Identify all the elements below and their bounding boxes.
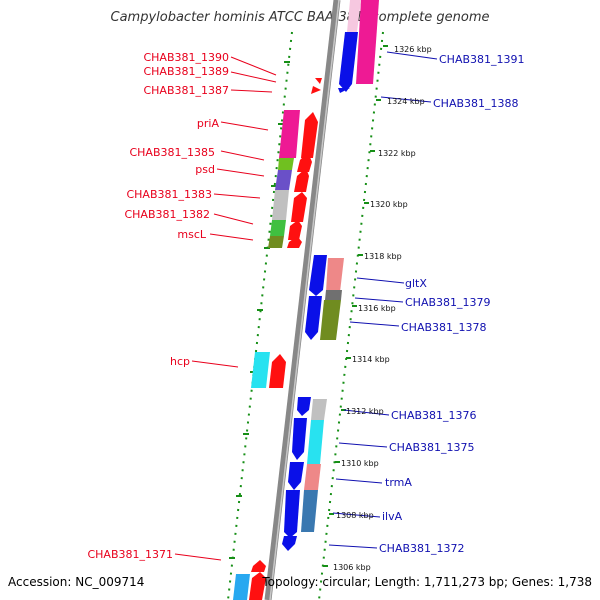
gene-arrow: [297, 397, 311, 416]
gene-arrow: [301, 112, 318, 158]
gene-label-chab381-1379: CHAB381_1379: [405, 296, 491, 309]
gene-arrow: [338, 88, 350, 93]
gene-label-chab381-1371: CHAB381_1371: [87, 548, 173, 561]
gene-arrow: [297, 152, 312, 172]
gene-arrow: [284, 490, 300, 538]
right-gene-labels: CHAB381_1391 CHAB381_1388 gltX CHAB381_1379…: [379, 53, 525, 555]
gene-label-chab381-1378: CHAB381_1378: [401, 321, 487, 334]
right-leader-lines: [328, 51, 438, 549]
gene-label-chab381-1375: CHAB381_1375: [389, 441, 475, 454]
gene-arrow: [269, 354, 286, 388]
gene-label-chab381-1391: CHAB381_1391: [439, 53, 525, 66]
gene-arrow: [309, 255, 327, 296]
gene-label-psd: psd: [195, 163, 215, 176]
topology-text: Topology: circular; Length: 1,711,273 bp…: [262, 575, 592, 589]
reverse-cog-bands: [301, 0, 379, 532]
gene-arrow: [315, 78, 322, 84]
map-title: Campylobacter hominis ATCC BAA-381, comp…: [110, 10, 490, 25]
gene-label-pria: priA: [197, 117, 220, 130]
gene-label-trma: trmA: [385, 476, 412, 489]
genome-backbone: [264, 0, 341, 600]
gene-arrow: [251, 560, 266, 572]
accession-text: Accession: NC_009714: [8, 575, 145, 589]
gene-arrow: [288, 462, 304, 490]
scale-label-kbp-1: 1324 kbp: [387, 97, 425, 106]
forward-cog-bands: [233, 110, 300, 600]
scale-label-kbp-3: 1320 kbp: [370, 200, 408, 209]
gene-label-chab381-1382: CHAB381_1382: [124, 208, 210, 221]
scale-label-kbp-4: 1318 kbp: [364, 252, 402, 261]
kbp-scale-labels: 1326 kbp 1324 kbp 1322 kbp 1320 kbp 1318 kbp…: [333, 45, 432, 572]
scale-label-kbp-6: 1314 kbp: [352, 355, 390, 364]
scale-label-kbp-0: 1326 kbp: [394, 45, 432, 54]
gene-arrow: [287, 236, 302, 248]
forward-genes: [249, 78, 322, 600]
gene-arrow: [294, 168, 309, 192]
gene-label-chab381-1385: CHAB381_1385: [129, 146, 215, 159]
gene-arrow: [305, 296, 322, 340]
scale-label-kbp-5: 1316 kbp: [358, 304, 396, 313]
gene-label-hcp: hcp: [170, 355, 190, 368]
gene-label-chab381-1387: CHAB381_1387: [143, 84, 229, 97]
scale-label-kbp-10: 1306 kbp: [333, 563, 371, 572]
scale-label-kbp-8: 1310 kbp: [341, 459, 379, 468]
gene-arrow: [288, 220, 302, 240]
gene-label-chab381-1376: CHAB381_1376: [391, 409, 477, 422]
gene-arrow: [249, 572, 266, 600]
gene-label-chab381-1388: CHAB381_1388: [433, 97, 519, 110]
gene-label-chab381-1390: CHAB381_1390: [143, 51, 229, 64]
scale-label-kbp-9: 1308 kbp: [336, 511, 374, 520]
reverse-genes: [282, 32, 358, 551]
gene-arrow: [339, 32, 358, 92]
scale-label-kbp-2: 1322 kbp: [378, 149, 416, 158]
gene-label-chab381-1372: CHAB381_1372: [379, 542, 465, 555]
left-leader-lines: [174, 56, 277, 561]
gene-label-gltx: gltX: [405, 277, 427, 290]
gene-arrow: [282, 536, 297, 551]
gene-label-mscl: mscL: [177, 228, 206, 241]
gene-arrow: [311, 86, 321, 94]
scale-label-kbp-7: 1312 kbp: [346, 407, 384, 416]
gene-arrow: [292, 418, 307, 460]
gene-label-chab381-1383: CHAB381_1383: [126, 188, 212, 201]
gene-arrow: [291, 192, 307, 222]
gene-label-ilva: ilvA: [382, 510, 403, 523]
gene-label-chab381-1389: CHAB381_1389: [143, 65, 229, 78]
